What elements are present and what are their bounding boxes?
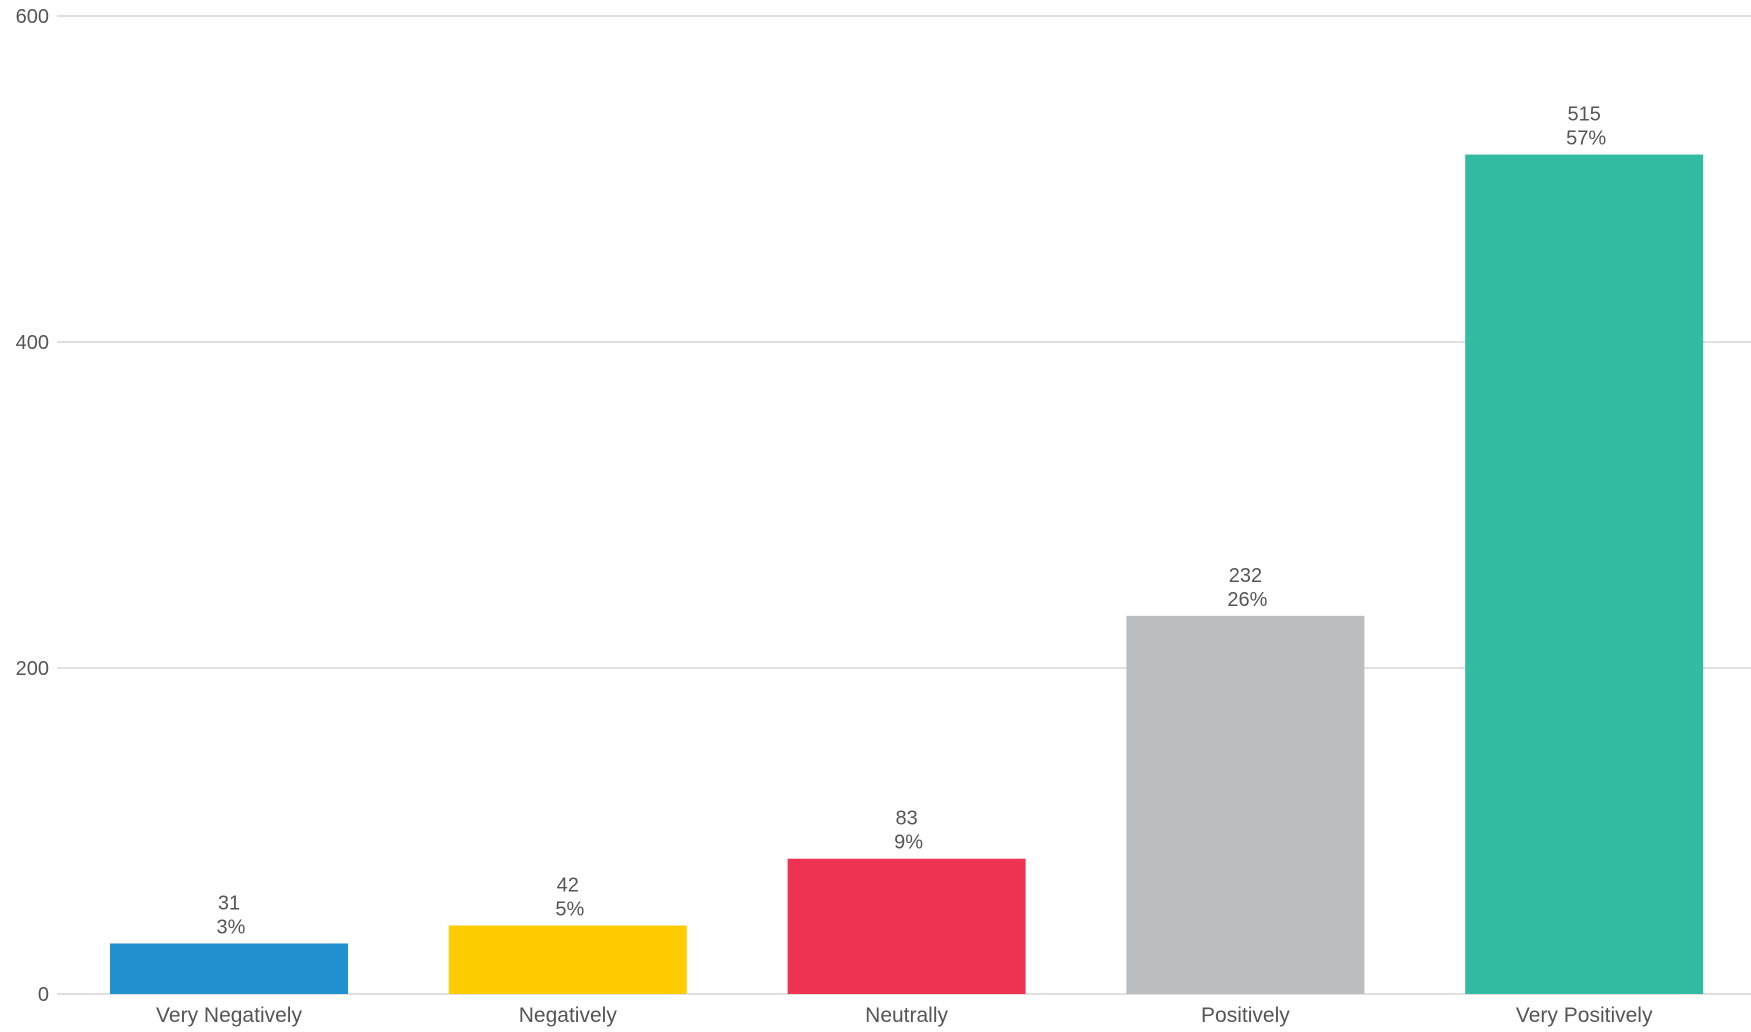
y-tick-label: 600 [16, 6, 49, 28]
bar-percent-label: 57% [1566, 128, 1606, 150]
bar-very-negatively [110, 943, 348, 994]
bar-very-positively [1465, 154, 1704, 995]
x-category-label: Very Positively [1516, 1004, 1653, 1027]
bar-value-label: 31 [218, 892, 240, 914]
x-category-label: Negatively [519, 1004, 618, 1027]
y-tick-label: 400 [16, 332, 49, 354]
x-category-label: Very Negatively [156, 1004, 302, 1027]
bar-value-label: 83 [895, 808, 917, 830]
bar-value-label: 42 [557, 875, 579, 897]
label-layer: 0 200 400 600 313% Very Negatively 425% Negativ… [16, 6, 1653, 1027]
bar-percent-label: 26% [1227, 589, 1267, 611]
bar-value-label: 232 [1229, 565, 1262, 587]
bar-percent-label: 9% [894, 832, 923, 854]
x-category-label: Positively [1201, 1004, 1290, 1027]
bar-negatively [448, 925, 687, 994]
bar-neutrally [787, 858, 1026, 994]
y-tick-label: 200 [16, 658, 49, 680]
y-tick-label: 0 [38, 984, 49, 1006]
bar-layer [110, 154, 1704, 995]
bar-value-label: 515 [1568, 104, 1601, 126]
bar-percent-label: 3% [217, 916, 246, 938]
x-category-label: Neutrally [865, 1004, 948, 1027]
bar-positively [1126, 615, 1365, 994]
bar-percent-label: 5% [555, 899, 584, 921]
